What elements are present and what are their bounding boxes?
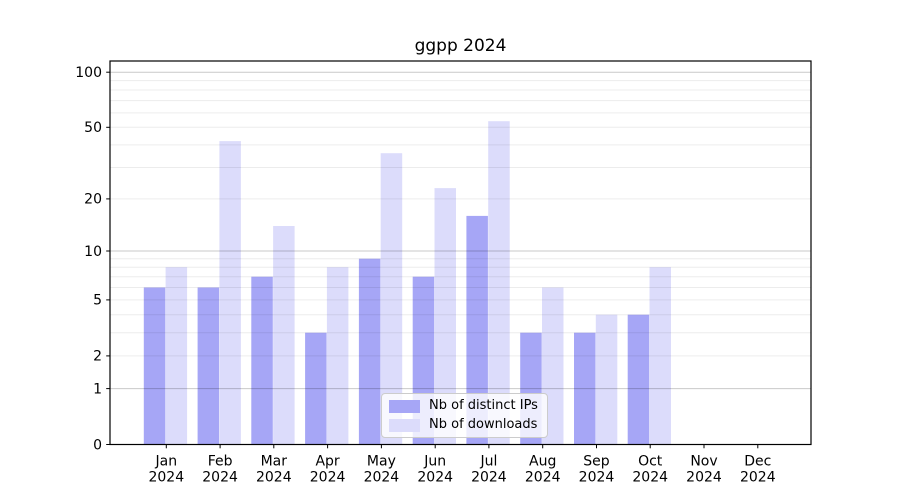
x-tick-label-year-Nov: 2024 xyxy=(686,470,722,486)
x-tick-label-year-Feb: 2024 xyxy=(202,470,238,486)
bar-downloads-Jun xyxy=(434,188,456,445)
x-tick-label-month-Sep: Sep xyxy=(583,454,610,470)
legend: Nb of distinct IPs Nb of downloads xyxy=(381,393,548,438)
bar-downloads-Apr xyxy=(326,267,349,445)
axis-layer: 1005020105210Jan2024Feb2024Mar2024Apr202… xyxy=(75,65,775,486)
x-tick-label-month-Jul: Jul xyxy=(479,454,497,470)
y-tick-label-0: 0 xyxy=(93,437,102,453)
legend-entry-distinct-ips: Nb of distinct IPs xyxy=(389,399,538,413)
bar-distinct-ips-May xyxy=(358,258,381,445)
x-tick-label-month-Jan: Jan xyxy=(155,454,178,470)
x-tick-label-month-Mar: Mar xyxy=(261,454,288,470)
y-tick-label-1: 1 xyxy=(93,381,102,397)
x-tick-label-month-May: May xyxy=(367,454,396,470)
grid-layer xyxy=(110,71,811,390)
bar-distinct-ips-Oct xyxy=(627,314,650,445)
legend-entry-downloads: Nb of downloads xyxy=(389,418,538,432)
bar-downloads-Jul xyxy=(488,121,510,445)
x-tick-label-month-Dec: Dec xyxy=(744,454,771,470)
legend-swatch-downloads-icon xyxy=(389,418,420,432)
bar-downloads-May xyxy=(380,153,403,445)
y-tick-label-10: 10 xyxy=(84,244,102,260)
x-tick-label-month-Oct: Oct xyxy=(638,454,663,470)
x-tick-label-year-Apr: 2024 xyxy=(310,470,346,486)
chart-title: ggpp 2024 xyxy=(414,36,507,56)
bar-distinct-ips-Feb xyxy=(197,287,220,445)
bar-distinct-ips-Jan xyxy=(143,287,166,445)
legend-swatch-distinct-ips-icon xyxy=(389,399,420,413)
x-tick-label-month-Aug: Aug xyxy=(529,454,556,470)
x-tick-label-year-May: 2024 xyxy=(364,470,400,486)
bar-distinct-ips-Sep xyxy=(574,332,596,445)
y-tick-label-100: 100 xyxy=(75,65,102,81)
x-tick-label-month-Apr: Apr xyxy=(315,454,339,470)
x-tick-label-month-Feb: Feb xyxy=(208,454,233,470)
x-tick-label-year-Jan: 2024 xyxy=(148,470,184,486)
bar-downloads-Sep xyxy=(595,314,618,445)
legend-label-distinct-ips: Nb of distinct IPs xyxy=(429,398,538,413)
x-tick-label-year-Aug: 2024 xyxy=(525,470,561,486)
bar-distinct-ips-Apr xyxy=(305,332,327,445)
bar-downloads-Feb xyxy=(219,141,241,445)
bar-downloads-Mar xyxy=(273,226,295,445)
x-tick-label-year-Oct: 2024 xyxy=(632,470,668,486)
plot-border xyxy=(109,60,812,446)
y-tick-label-50: 50 xyxy=(84,120,102,136)
x-tick-label-month-Nov: Nov xyxy=(690,454,717,470)
y-tick-label-20: 20 xyxy=(84,192,102,208)
bar-downloads-Jan xyxy=(165,267,188,445)
bar-distinct-ips-Mar xyxy=(251,276,273,445)
legend-label-downloads: Nb of downloads xyxy=(429,417,538,432)
x-tick-label-year-Mar: 2024 xyxy=(256,470,292,486)
x-tick-label-year-Jul: 2024 xyxy=(471,470,507,486)
x-tick-label-year-Sep: 2024 xyxy=(579,470,615,486)
y-tick-label-5: 5 xyxy=(93,293,102,309)
x-tick-label-year-Jun: 2024 xyxy=(417,470,453,486)
x-tick-label-month-Jun: Jun xyxy=(423,454,446,470)
y-tick-label-2: 2 xyxy=(93,349,102,365)
bar-downloads-Oct xyxy=(649,267,671,445)
bar-distinct-ips-Jul xyxy=(466,215,488,445)
x-tick-label-year-Dec: 2024 xyxy=(740,470,776,486)
